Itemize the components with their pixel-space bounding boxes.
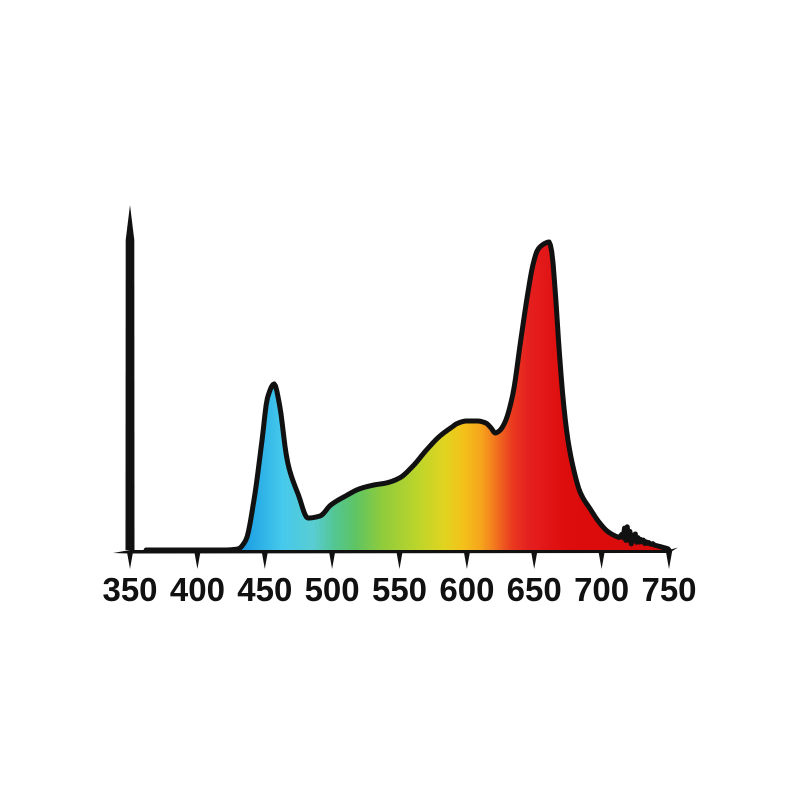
- svg-text:550: 550: [372, 571, 427, 608]
- svg-text:650: 650: [507, 571, 562, 608]
- svg-text:700: 700: [574, 571, 629, 608]
- svg-text:500: 500: [305, 571, 360, 608]
- svg-text:750: 750: [641, 571, 696, 608]
- svg-text:450: 450: [237, 571, 292, 608]
- svg-text:350: 350: [102, 571, 157, 608]
- svg-text:400: 400: [170, 571, 225, 608]
- svg-text:600: 600: [439, 571, 494, 608]
